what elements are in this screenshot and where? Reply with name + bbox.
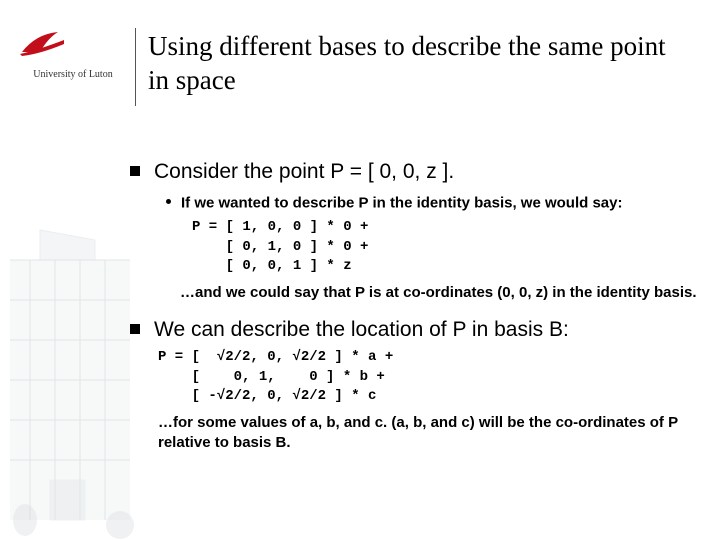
logo-text: University of Luton xyxy=(18,69,128,80)
followup-2: …for some values of a, b, and c. (a, b, … xyxy=(158,413,698,452)
bullet-1-sub-text: If we wanted to describe P in the identi… xyxy=(181,194,623,211)
bullet-1-sub: If we wanted to describe P in the identi… xyxy=(166,194,700,212)
dot-bullet-icon xyxy=(166,199,171,204)
logo-swoosh-icon xyxy=(18,28,68,60)
square-bullet-icon xyxy=(130,324,140,334)
university-logo: University of Luton xyxy=(18,28,128,80)
slide-title: Using different bases to describe the sa… xyxy=(148,30,688,98)
code-line: P = [ 1, 0, 0 ] * 0 + xyxy=(192,219,368,235)
square-bullet-icon xyxy=(130,166,140,176)
slide-content: Consider the point P = [ 0, 0, z ]. If w… xyxy=(130,160,700,464)
code-line: [ 0, 1, 0 ] * b + xyxy=(158,369,385,385)
followup-1: …and we could say that P is at co-ordina… xyxy=(180,283,700,303)
code-line: [ 0, 0, 1 ] * z xyxy=(192,258,352,274)
code-block-1: P = [ 1, 0, 0 ] * 0 + [ 0, 1, 0 ] * 0 + … xyxy=(192,218,700,277)
bullet-2: We can describe the location of P in bas… xyxy=(130,318,700,452)
bullet-2-text: We can describe the location of P in bas… xyxy=(154,318,569,341)
bullet-1: Consider the point P = [ 0, 0, z ]. If w… xyxy=(130,160,700,302)
bullet-1-text: Consider the point P = [ 0, 0, z ]. xyxy=(154,160,454,183)
title-divider xyxy=(135,28,136,106)
code-line: [ 0, 1, 0 ] * 0 + xyxy=(192,239,368,255)
code-block-2: P = [ √2/2, 0, √2/2 ] * a + [ 0, 1, 0 ] … xyxy=(158,348,700,407)
code-line: [ -√2/2, 0, √2/2 ] * c xyxy=(158,388,376,404)
code-line: P = [ √2/2, 0, √2/2 ] * a + xyxy=(158,349,393,365)
